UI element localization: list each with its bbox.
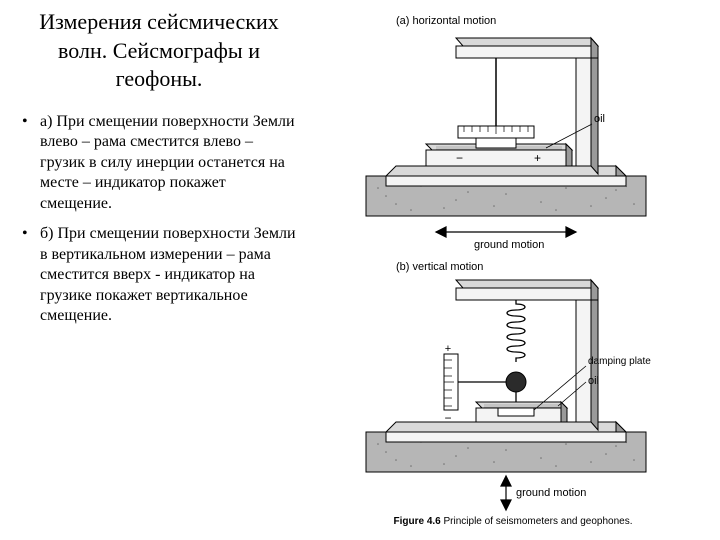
- slide-title: Измерения сейсмических волн. Сейсмографы…: [18, 8, 300, 94]
- panel-b: (b) vertical motion: [366, 261, 651, 510]
- oil-label-a: oil: [594, 113, 605, 125]
- ground-arrows-b: [501, 476, 511, 510]
- mass-b: [506, 372, 526, 392]
- scale-b: + −: [444, 343, 458, 425]
- minus-a: −: [456, 151, 463, 165]
- base-slab-b: [386, 422, 626, 442]
- panel-b-label: (b) vertical motion: [396, 261, 483, 273]
- plus-b: +: [444, 343, 450, 355]
- right-column: (a) horizontal motion: [310, 0, 720, 540]
- spring-b: [507, 300, 525, 362]
- figure-svg: (a) horizontal motion: [331, 4, 696, 514]
- left-column: Измерения сейсмических волн. Сейсмографы…: [0, 0, 310, 540]
- ground-label-b: ground motion: [516, 487, 586, 499]
- damping-label-b: damping plate: [588, 356, 651, 367]
- bullet-b: б) При смещении поверхности Земли в верт…: [18, 224, 300, 326]
- caption-bold: Figure 4.6: [393, 516, 440, 527]
- damping-plate-b: [498, 408, 534, 416]
- panel-a-label: (a) horizontal motion: [396, 15, 496, 27]
- bullet-list: а) При смещении поверхности Земли влево …: [18, 112, 300, 327]
- bullet-a: а) При смещении поверхности Земли влево …: [18, 112, 300, 214]
- ground-label-a: ground motion: [474, 239, 544, 251]
- seismograph-figure: (a) horizontal motion: [331, 4, 696, 527]
- plus-a: +: [534, 151, 541, 165]
- figure-caption: Figure 4.6 Principle of seismometers and…: [331, 516, 696, 527]
- ground-arrows-a: [436, 227, 576, 237]
- minus-b: −: [444, 411, 451, 425]
- slide: Измерения сейсмических волн. Сейсмографы…: [0, 0, 720, 540]
- oil-label-b: oil: [588, 375, 599, 387]
- panel-a: (a) horizontal motion: [366, 15, 646, 251]
- base-slab-a: [386, 166, 626, 186]
- caption-text: Principle of seismometers and geophones.: [441, 516, 633, 527]
